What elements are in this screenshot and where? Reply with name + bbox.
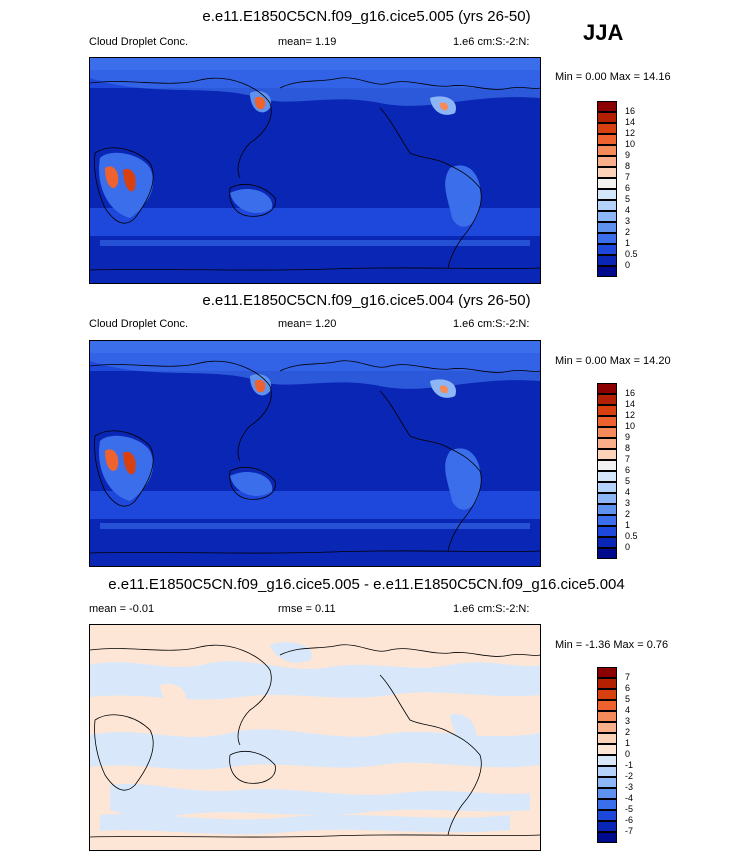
colorbar-tick-label: -2 xyxy=(625,771,634,781)
colorbar-tick-label: 6 xyxy=(625,183,631,193)
colorbar-tick-label: 4 xyxy=(625,205,631,215)
colorbar-tick-label: 3 xyxy=(625,216,631,226)
colorbar-tick-label: 16 xyxy=(625,106,636,116)
panel-2-colorbar xyxy=(597,383,617,559)
panel-3-colorbar xyxy=(597,667,617,843)
colorbar-tick-label: 8 xyxy=(625,443,631,453)
colorbar-tick-label: 2 xyxy=(625,727,631,737)
colorbar-tick-label: 4 xyxy=(625,705,631,715)
colorbar-tick-label: 1 xyxy=(625,238,631,248)
panel-2-minmax: Min = 0.00 Max = 14.20 xyxy=(555,355,671,367)
colorbar-tick-label: 5 xyxy=(625,194,631,204)
colorbar-tick-label: 9 xyxy=(625,150,631,160)
season-label: JJA xyxy=(583,20,624,45)
panel-3-units-label: 1.e6 cm:S:-2:N: xyxy=(453,603,530,615)
colorbar-tick-label: 6 xyxy=(625,683,631,693)
colorbar-tick-label: 7 xyxy=(625,672,631,682)
colorbar-tick-label: 4 xyxy=(625,487,631,497)
colorbar-tick-label: -4 xyxy=(625,793,634,803)
colorbar-tick-label: 5 xyxy=(625,694,631,704)
colorbar-tick-label: -3 xyxy=(625,782,634,792)
panel-1-map xyxy=(89,57,541,284)
colorbar-tick-label: -7 xyxy=(625,826,634,836)
panel-2-map xyxy=(89,340,541,567)
colorbar-tick-label: 10 xyxy=(625,421,636,431)
panel-1-title: e.e11.E1850C5CN.f09_g16.cice5.005 (yrs 2… xyxy=(202,8,531,25)
colorbar-tick-label: 2 xyxy=(625,227,631,237)
colorbar-tick-label: 10 xyxy=(625,139,636,149)
colorbar-tick-label: -5 xyxy=(625,804,634,814)
panel-1-mean-label: mean= 1.19 xyxy=(278,36,337,48)
panel-3-title: e.e11.E1850C5CN.f09_g16.cice5.005 - e.e1… xyxy=(108,576,625,593)
panel-2-title: e.e11.E1850C5CN.f09_g16.cice5.004 (yrs 2… xyxy=(202,292,531,309)
panel-2-units-label: 1.e6 cm:S:-2:N: xyxy=(453,318,530,330)
colorbar-tick-label: 0 xyxy=(625,749,631,759)
colorbar-tick-label: 1 xyxy=(625,520,631,530)
panel-2-mean-label: mean= 1.20 xyxy=(278,318,337,330)
panel-1-map-canvas xyxy=(90,58,540,283)
colorbar-tick-label: 8 xyxy=(625,161,631,171)
panel-1-units-label: 1.e6 cm:S:-2:N: xyxy=(453,36,530,48)
colorbar-tick-label: 7 xyxy=(625,454,631,464)
panel-2-map-canvas xyxy=(90,341,540,566)
panel-3-minmax: Min = -1.36 Max = 0.76 xyxy=(555,639,669,651)
panel-1-colorbar xyxy=(597,101,617,277)
colorbar-tick-label: 9 xyxy=(625,432,631,442)
colorbar-tick-label: 12 xyxy=(625,410,636,420)
panel-1-variable-label: Cloud Droplet Conc. xyxy=(89,36,189,48)
colorbar-tick-label: 5 xyxy=(625,476,631,486)
colorbar-tick-label: 3 xyxy=(625,716,631,726)
colorbar-tick-label: 1 xyxy=(625,738,631,748)
colorbar-tick-label: 2 xyxy=(625,509,631,519)
colorbar-tick-label: 0 xyxy=(625,260,631,270)
panel-3-map xyxy=(89,624,541,851)
colorbar-tick-label: 3 xyxy=(625,498,631,508)
panel-3-map-canvas xyxy=(90,625,540,850)
colorbar-tick-label: 6 xyxy=(625,465,631,475)
colorbar-tick-label: -1 xyxy=(625,760,634,770)
panel-3-mean-label: mean = -0.01 xyxy=(89,603,155,615)
panel-1-minmax: Min = 0.00 Max = 14.16 xyxy=(555,71,671,83)
colorbar-tick-label: 14 xyxy=(625,117,636,127)
colorbar-tick-label: 16 xyxy=(625,388,636,398)
panel-2-variable-label: Cloud Droplet Conc. xyxy=(89,318,189,330)
panel-3-rmse-label: rmse = 0.11 xyxy=(278,603,336,615)
colorbar-tick-label: 0.5 xyxy=(625,531,638,541)
colorbar-tick-label: 12 xyxy=(625,128,636,138)
colorbar-tick-label: 0 xyxy=(625,542,631,552)
colorbar-tick-label: 14 xyxy=(625,399,636,409)
colorbar-tick-label: 0.5 xyxy=(625,249,638,259)
colorbar-tick-label: -6 xyxy=(625,815,634,825)
colorbar-tick-label: 7 xyxy=(625,172,631,182)
